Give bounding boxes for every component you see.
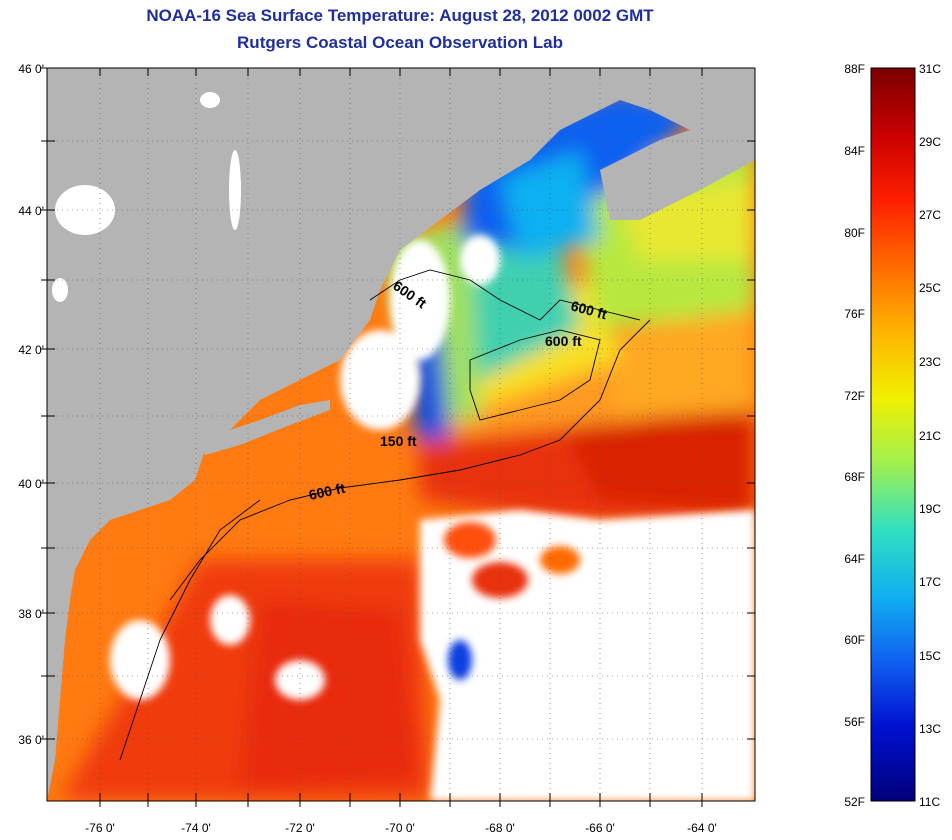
lon-label: -68 0' xyxy=(485,821,515,835)
colorbar-f-labels: 88F 84F 80F 76F 72F 68F 64F 60F 56F 52F xyxy=(844,62,865,809)
lat-label: 36 0' xyxy=(18,733,44,747)
colorbar-f-label: 56F xyxy=(844,715,865,729)
colorbar-f-label: 84F xyxy=(844,144,865,158)
lon-label: -70 0' xyxy=(385,821,415,835)
colorbar-f-label: 52F xyxy=(844,795,865,809)
lon-label: -74 0' xyxy=(181,821,211,835)
lon-label: -66 0' xyxy=(585,821,615,835)
lon-axis: -76 0' -74 0' -72 0' -70 0' -68 0' -66 0… xyxy=(85,821,717,835)
lat-label: 46 0' xyxy=(18,62,44,76)
colorbar-c-labels: 31C 29C 27C 25C 23C 21C 19C 17C 15C 13C … xyxy=(919,62,941,809)
colorbar-c-label: 27C xyxy=(919,208,941,222)
colorbar-f-label: 76F xyxy=(844,307,865,321)
lat-lon-grid xyxy=(47,68,755,801)
lat-axis: 46 0' 44 0' 42 0' 40 0' 38 0' 36 0' xyxy=(18,62,44,747)
colorbar-f-label: 72F xyxy=(844,389,865,403)
colorbar-c-label: 15C xyxy=(919,649,941,663)
contour-label: 150 ft xyxy=(380,433,417,449)
long-island xyxy=(200,400,330,455)
colorbar xyxy=(870,67,916,802)
axis-ticks xyxy=(41,67,755,807)
colorbar-c-label: 21C xyxy=(919,429,941,443)
depth-contours xyxy=(119,269,651,761)
colorbar-c-label: 31C xyxy=(919,62,941,76)
lat-label: 38 0' xyxy=(18,607,44,621)
colorbar-c-label: 13C xyxy=(919,722,941,736)
colorbar-f-label: 80F xyxy=(844,226,865,240)
lon-label: -64 0' xyxy=(687,821,717,835)
lat-label: 40 0' xyxy=(18,477,44,491)
map-title: NOAA-16 Sea Surface Temperature: August … xyxy=(146,6,654,25)
sst-field xyxy=(60,90,755,800)
lon-label: -72 0' xyxy=(285,821,315,835)
colorbar-c-label: 17C xyxy=(919,575,941,589)
land-mass xyxy=(47,68,755,801)
map-frame xyxy=(46,67,756,802)
colorbar-f-label: 68F xyxy=(844,470,865,484)
colorbar-c-label: 19C xyxy=(919,502,941,516)
sst-patches xyxy=(444,522,580,680)
colorbar-c-label: 11C xyxy=(919,795,940,809)
colorbar-c-label: 25C xyxy=(919,281,941,295)
lon-label: -76 0' xyxy=(85,821,115,835)
nova-scotia xyxy=(600,120,755,220)
colorbar-f-label: 60F xyxy=(844,633,865,647)
colorbar-c-label: 29C xyxy=(919,135,941,149)
contour-label: 600 ft xyxy=(307,480,346,503)
colorbar-c-label: 23C xyxy=(919,355,941,369)
colorbar-f-label: 88F xyxy=(844,62,865,76)
map-subtitle: Rutgers Coastal Ocean Observation Lab xyxy=(237,33,563,52)
lat-label: 44 0' xyxy=(18,204,44,218)
contour-label: 600 ft xyxy=(545,333,582,349)
colorbar-f-label: 64F xyxy=(844,552,865,566)
lat-label: 42 0' xyxy=(18,343,44,357)
